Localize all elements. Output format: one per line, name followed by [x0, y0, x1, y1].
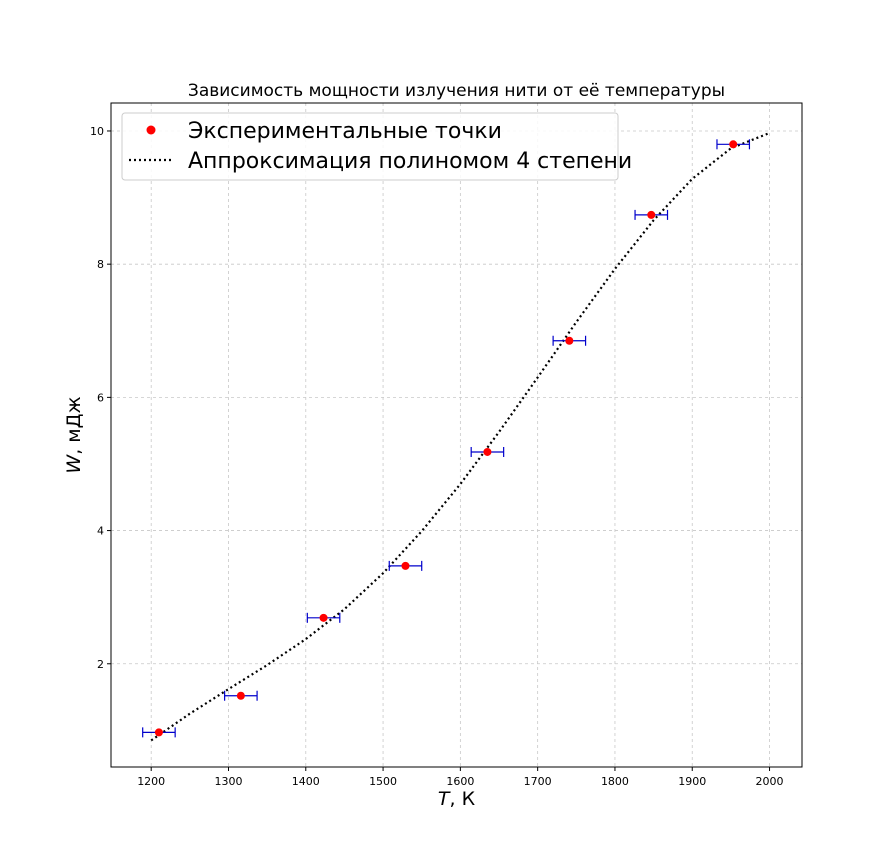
fit-curve	[150, 131, 770, 742]
data-point	[401, 561, 410, 570]
data-point	[236, 691, 245, 700]
legend-label-fit: Аппроксимация полиномом 4 степени	[188, 149, 632, 174]
data-point	[483, 447, 492, 456]
data-point	[319, 613, 328, 622]
x-tick-label: 1200	[137, 775, 165, 788]
y-tick-label: 4	[97, 525, 104, 538]
y-tick-label: 6	[97, 391, 104, 404]
chart-title: Зависимость мощности излучения нити от е…	[188, 81, 725, 101]
grid	[111, 103, 802, 767]
data-point	[154, 728, 163, 737]
legend-box	[121, 112, 619, 181]
x-tick-label: 1700	[524, 775, 552, 788]
data-point	[647, 210, 656, 219]
x-tick-label: 2000	[756, 775, 784, 788]
x-tick-label: 1900	[678, 775, 706, 788]
x-axis-variable: T	[438, 788, 451, 810]
error-bars	[142, 139, 751, 738]
data-points	[154, 140, 738, 737]
y-axis-variable: W	[63, 454, 85, 474]
plot-frame	[110, 102, 803, 768]
x-axis-label: T, К	[438, 788, 476, 810]
x-tick-label: 1400	[292, 775, 320, 788]
x-tick-label: 1800	[601, 775, 629, 788]
axis-ticks: 1200 1300 1400 1500 1600 1700 1800 1900 2000 2 4 6 8…	[90, 125, 784, 788]
fit-line	[150, 131, 770, 742]
data-point	[729, 140, 738, 149]
legend-marker-points	[146, 125, 156, 135]
x-axis-unit: , К	[450, 788, 476, 810]
y-tick-label: 10	[90, 125, 104, 138]
y-axis-unit: , мДж	[63, 396, 85, 454]
legend: Экспериментальные точки Аппроксимация по…	[121, 112, 632, 181]
legend-label-points: Экспериментальные точки	[188, 119, 502, 144]
x-tick-label: 1300	[214, 775, 242, 788]
y-tick-label: 8	[97, 258, 104, 271]
x-tick-label: 1500	[369, 775, 397, 788]
data-point	[565, 336, 574, 345]
y-axis-label: W, мДж	[63, 396, 85, 473]
y-tick-label: 2	[97, 658, 104, 671]
x-tick-label: 1600	[446, 775, 474, 788]
